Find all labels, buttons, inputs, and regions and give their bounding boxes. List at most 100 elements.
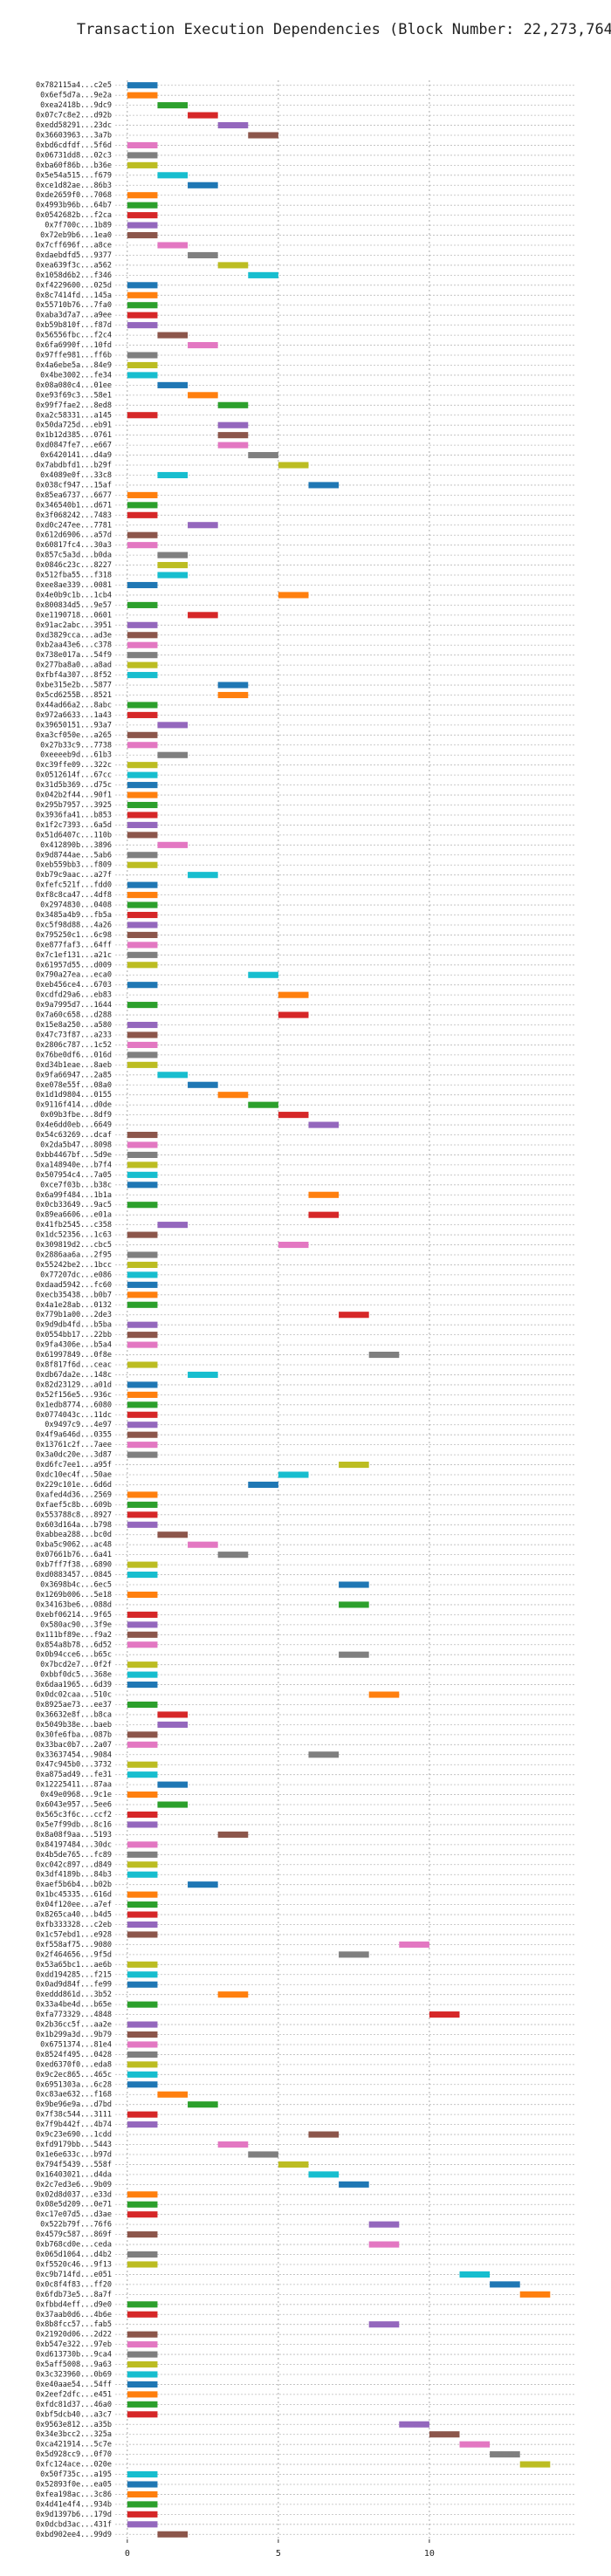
y-tick-label: 0x9fa4306e...b5a4 [36,1341,112,1350]
bar [157,332,189,339]
bar [127,1761,158,1768]
bar [157,1531,189,1538]
y-tick-label: 0xe93f69c3...58e1 [36,391,112,400]
y-tick-label: 0xebf06214...9f65 [36,1611,112,1620]
y-tick-label: 0x06731dd8...02c3 [36,151,112,160]
bar [157,172,189,179]
y-tick-label: 0x4993b96b...64b7 [36,202,112,210]
y-tick-label: 0xeeeeb9d...61b3 [40,751,112,760]
bar [308,2171,340,2178]
y-tick-label: 0x042b2f44...90f1 [36,791,112,800]
bar [127,982,158,989]
y-tick-label: 0xdc10ec4f...50ae [36,1471,112,1480]
y-tick-label: 0x84197484...30dc [36,1840,112,1849]
bar [127,2231,158,2238]
y-tick-label: 0x2b36cc5f...aa2e [36,2021,112,2030]
y-tick-label: 0x54c63269...dcaf [36,1131,112,1140]
y-tick-label: 0x580ac90...3f9e [40,1620,112,1629]
y-tick-label: 0x2f464656...9f5d [36,1950,112,1959]
y-tick-label: 0x4d41e4f4...934b [36,2500,112,2509]
bar [127,1731,158,1738]
y-tick-label: 0x9be96e9a...d7bd [36,2100,112,2109]
bar [127,632,158,639]
y-tick-label: 0xfea198ac...3c86 [36,2490,112,2499]
y-tick-label: 0x1bc45335...616d [36,1891,112,1900]
y-tick-label: 0x5cd6255B...8521 [36,691,112,700]
y-tick-label: 0x36632e8f...b8ca [36,1710,112,1719]
bar [127,1021,158,1029]
bar [127,951,158,958]
y-tick-label: 0x34163be6...088d [36,1600,112,1609]
y-tick-label: 0xd3829cca...ad3e [36,631,112,640]
y-tick-label: 0x0846c23c...8227 [36,561,112,570]
bar [127,2071,158,2078]
bar [127,1682,158,1689]
bar [248,971,278,978]
bar [127,1391,158,1398]
y-tick-label: 0x4a1e28ab...0132 [36,1301,112,1310]
bar [127,581,158,589]
y-tick-label: 0x4be3002...fe34 [40,371,112,380]
y-tick-label: 0x3698b4c...6ec5 [40,1581,112,1590]
bar [127,1671,158,1678]
bar [127,2111,158,2118]
bar [308,2131,340,2138]
bar [127,2371,158,2378]
y-tick-label: 0xe078e55f...08a0 [36,1081,112,1090]
bar [127,312,158,319]
bar [188,612,218,619]
y-tick-label: 0xaba3d7a7...a9ee [36,312,112,320]
bar [127,1041,158,1048]
bar [127,2521,158,2528]
y-tick-label: 0x16403021...d4da [36,2170,112,2179]
y-tick-label: 0x309819d2...cbc5 [36,1241,112,1250]
bar [127,731,158,738]
y-tick-label: 0xea639f3c...a562 [36,261,112,270]
y-tick-label: 0xb2aa43e6...c378 [36,641,112,650]
bar [157,1072,189,1079]
bar [127,1411,158,1418]
y-tick-label: 0x065d1064...d4b2 [36,2251,112,2259]
bar [127,861,158,868]
bar [217,2141,249,2148]
y-tick-label: 0x53a65bc1...ae6b [36,1961,112,1970]
bar [127,92,158,99]
y-tick-label: 0x1b299a3d...9b79 [36,2031,112,2039]
bar [217,1092,249,1099]
y-tick-label: 0x6a99f484...1b1a [36,1191,112,1200]
bar [339,1312,369,1319]
y-tick-label: 0x3485a4b9...fb5a [36,911,112,920]
bar [127,2021,158,2028]
bar [188,1541,218,1548]
bar [127,2191,158,2198]
y-tick-label: 0x522b79f...76f6 [40,2221,112,2230]
y-tick-label: 0x6fdb73e5...8a7f [36,2291,112,2299]
y-tick-label: 0xd34b1eae...8aeb [36,1061,112,1070]
bar [217,432,249,439]
y-tick-label: 0xc83ae632...f168 [36,2091,112,2100]
bar [127,1561,158,1568]
bar [127,1251,158,1258]
bar [127,1341,158,1348]
y-tick-label: 0xe40aae54...54ff [36,2381,112,2389]
bar [127,232,158,239]
bar [127,1171,158,1178]
y-tick-label: 0x47c73f87...a233 [36,1031,112,1039]
y-tick-label: 0x2974830...0408 [40,901,112,910]
bar [127,1261,158,1269]
bar [157,751,189,758]
bar [217,401,249,408]
y-tick-label: 0xee8ae339...0081 [36,581,112,590]
bar [459,2271,491,2278]
y-tick-label: 0x3df4189b...84b3 [36,1871,112,1880]
y-tick-label: 0x4e6dd0eb...6649 [36,1121,112,1130]
bar [127,641,158,648]
y-tick-label: 0x1c57ebd1...e928 [36,1930,112,1939]
bar [217,1831,249,1838]
y-tick-label: 0x34e3bcc2...325a [36,2430,112,2439]
y-tick-label: 0x4f9a646d...0355 [36,1431,112,1440]
bar [188,392,218,399]
bar [157,471,189,479]
y-tick-label: 0xfaef5c8b...609b [36,1501,112,1510]
y-tick-label: 0x738e017a...54f9 [36,651,112,660]
